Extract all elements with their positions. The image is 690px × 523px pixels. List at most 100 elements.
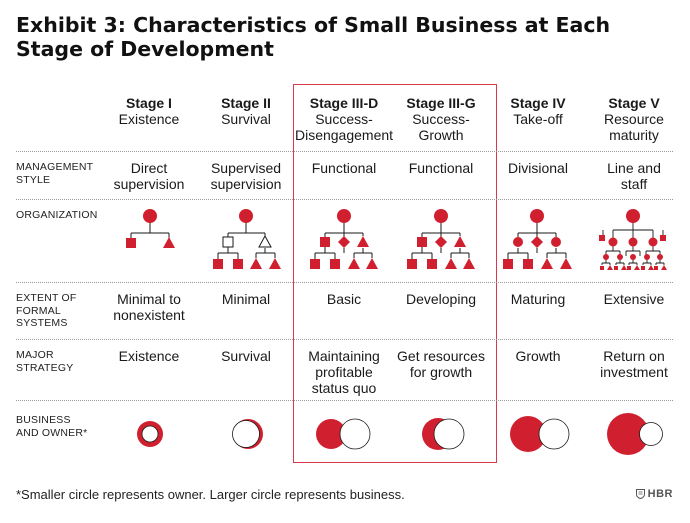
org-triangle-outline-icon bbox=[258, 234, 272, 248]
formal-systems-cell: Maturing bbox=[510, 291, 566, 307]
stage-header-3: Stage III-D Success- Disengagement bbox=[294, 95, 394, 143]
row-label-organization: ORGANIZATION bbox=[16, 209, 98, 221]
org-circle-icon bbox=[626, 209, 640, 223]
stage-name: Stage IV bbox=[510, 95, 566, 111]
stage-subtitle: Resource maturity bbox=[604, 111, 664, 143]
org-triangle-icon bbox=[348, 258, 360, 269]
org-circle-icon bbox=[657, 254, 663, 260]
org-triangle-icon bbox=[454, 236, 466, 247]
stage-name: Stage III-D bbox=[309, 95, 379, 111]
org-chart-stage-5 bbox=[599, 209, 667, 270]
stage-name: Stage II bbox=[221, 95, 271, 111]
org-circle-icon bbox=[628, 237, 638, 247]
formal-systems-cell: Extensive bbox=[603, 291, 665, 307]
footnote: *Smaller circle represents owner. Larger… bbox=[16, 487, 405, 502]
org-circle-icon bbox=[530, 209, 544, 223]
org-square-icon bbox=[417, 237, 427, 247]
owner-circle-icon bbox=[639, 422, 663, 446]
row-divider bbox=[16, 151, 673, 152]
row-label-management-style: MANAGEMENT STYLE bbox=[16, 161, 94, 186]
org-square-icon bbox=[407, 259, 417, 269]
stage-name: Stage I bbox=[126, 95, 172, 111]
exhibit-title: Exhibit 3: Characteristics of Small Busi… bbox=[16, 13, 611, 61]
business-owner-stage-1 bbox=[137, 421, 163, 447]
business-circle-icon bbox=[607, 413, 649, 455]
business-circle-icon bbox=[510, 416, 546, 452]
row-divider bbox=[16, 400, 673, 401]
business-owner-stage-5 bbox=[607, 413, 663, 455]
formal-systems-cell: Minimal to nonexistent bbox=[113, 291, 185, 323]
major-strategy-cell: Maintaining profitable status quo bbox=[308, 348, 380, 396]
org-square-icon bbox=[233, 259, 243, 269]
business-owner-stage-2 bbox=[232, 419, 263, 449]
management-style-cell: Functional bbox=[408, 160, 474, 176]
stage-subtitle: Take-off bbox=[513, 111, 563, 127]
org-square-icon bbox=[523, 259, 533, 269]
org-bottom-tier-icons bbox=[600, 265, 667, 270]
org-circle-icon bbox=[603, 254, 609, 260]
org-chart-stage-3d bbox=[310, 209, 378, 269]
owner-circle-icon bbox=[538, 418, 570, 450]
row-label-business-owner: BUSINESS AND OWNER* bbox=[16, 414, 88, 439]
org-triangle-icon bbox=[445, 258, 457, 269]
major-strategy-cell: Get resources for growth bbox=[397, 348, 485, 380]
stage-subtitle: Survival bbox=[221, 111, 271, 127]
stage-header-1: Stage I Existence bbox=[102, 95, 196, 127]
stage-name: Stage III-G bbox=[406, 95, 476, 111]
stage-header-5: Stage IV Take-off bbox=[490, 95, 586, 127]
org-staff-square-icon bbox=[660, 235, 666, 241]
management-style-cell: Direct supervision bbox=[113, 160, 185, 192]
row-divider bbox=[16, 339, 673, 340]
hbr-logo: HBR bbox=[635, 488, 673, 500]
major-strategy-cell: Growth bbox=[515, 348, 561, 364]
management-style-cell: Line and staff bbox=[607, 160, 661, 192]
org-chart-stage-1 bbox=[126, 209, 175, 248]
brand-text: HBR bbox=[647, 488, 673, 500]
org-triangle-icon bbox=[541, 258, 553, 269]
org-circle-icon bbox=[434, 209, 448, 223]
stage-subtitle: Existence bbox=[118, 111, 180, 127]
stage-header-2: Stage II Survival bbox=[199, 95, 293, 127]
org-circle-icon bbox=[648, 237, 658, 247]
org-square-icon bbox=[126, 238, 136, 248]
org-square-icon bbox=[213, 259, 223, 269]
management-style-cell: Functional bbox=[311, 160, 377, 176]
stage-subtitle: Success- Growth bbox=[412, 111, 470, 143]
org-circle-icon bbox=[630, 254, 636, 260]
owner-circle-icon bbox=[433, 418, 465, 450]
business-owner-stage-3g bbox=[422, 418, 465, 450]
org-square-icon bbox=[503, 259, 513, 269]
row-divider bbox=[16, 282, 673, 283]
org-square-outline-icon bbox=[222, 236, 234, 248]
org-circle-icon bbox=[551, 237, 561, 247]
org-circle-icon bbox=[239, 209, 253, 223]
org-diamond-icon bbox=[435, 236, 447, 248]
org-triangle-icon bbox=[463, 258, 475, 269]
org-circle-icon bbox=[608, 237, 618, 247]
org-circle-icon bbox=[644, 254, 650, 260]
row-label-formal-systems: EXTENT OF FORMAL SYSTEMS bbox=[16, 292, 77, 329]
stage-iii-highlight-box bbox=[293, 84, 497, 463]
org-staff-square-icon bbox=[599, 235, 605, 241]
business-circle-icon bbox=[316, 419, 346, 449]
row-label-major-strategy: MAJOR STRATEGY bbox=[16, 349, 74, 374]
org-triangle-icon bbox=[357, 236, 369, 247]
major-strategy-cell: Return on investment bbox=[600, 348, 668, 380]
org-square-icon bbox=[330, 259, 340, 269]
org-chart-stage-3g bbox=[407, 209, 475, 269]
org-triangle-icon bbox=[560, 258, 572, 269]
org-circle-icon bbox=[337, 209, 351, 223]
formal-systems-cell: Developing bbox=[405, 291, 477, 307]
org-circle-icon bbox=[617, 254, 623, 260]
org-diamond-icon bbox=[338, 236, 350, 248]
org-circle-icon bbox=[143, 209, 157, 223]
org-diamond-icon bbox=[531, 236, 543, 248]
business-owner-stage-4 bbox=[510, 416, 570, 452]
org-triangle-icon bbox=[163, 237, 175, 248]
business-owner-stage-3d bbox=[316, 418, 371, 450]
owner-circle-icon bbox=[232, 420, 260, 448]
org-triangle-icon bbox=[269, 258, 281, 269]
owner-circle-icon bbox=[141, 425, 159, 443]
major-strategy-cell: Survival bbox=[221, 348, 271, 364]
stage-subtitle: Success- Disengagement bbox=[294, 111, 394, 143]
